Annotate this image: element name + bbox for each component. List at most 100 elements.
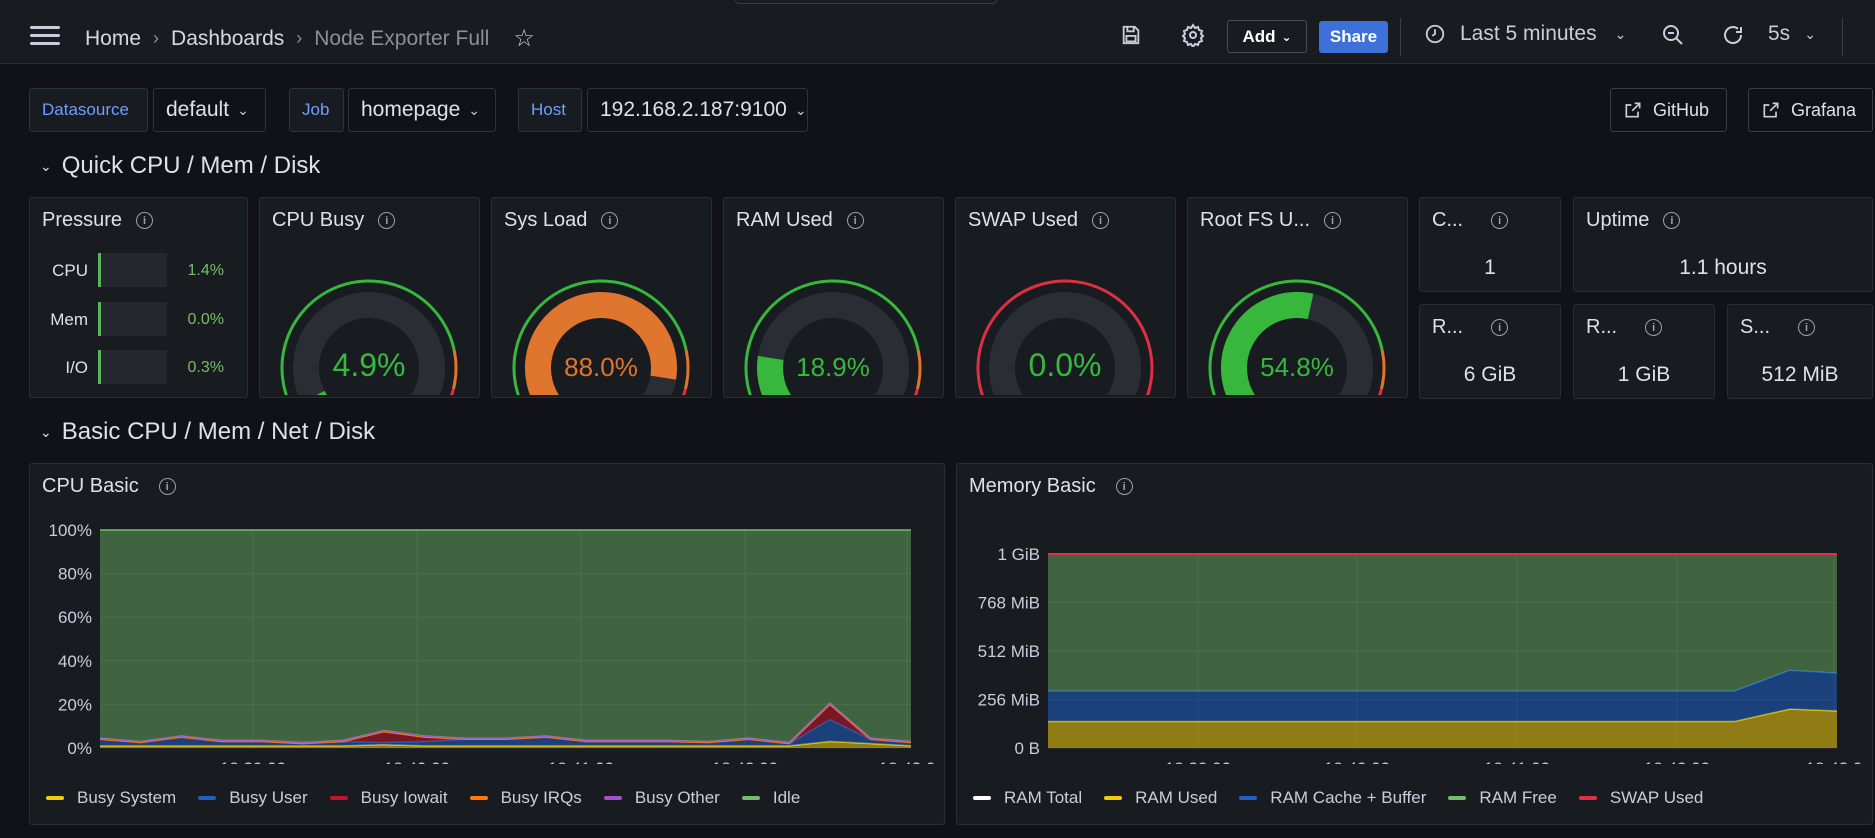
row-title-label: Quick CPU / Mem / Disk: [61, 152, 321, 179]
legend-label: Busy IRQs: [500, 788, 582, 807]
info-icon[interactable]: i: [1798, 319, 1816, 336]
external-link-icon: [1625, 102, 1641, 118]
legend-item[interactable]: Busy Other: [603, 788, 720, 808]
panel-title-label: R...: [1586, 316, 1618, 338]
chevron-down-icon: ⌄: [468, 101, 480, 118]
root-fs-used-panel: Root FS U... i 54.8%: [1187, 197, 1408, 398]
legend-item[interactable]: SWAP Used: [1578, 788, 1703, 808]
datasource-variable-label: Datasource: [29, 88, 148, 132]
datasource-value: default: [166, 98, 230, 121]
info-icon[interactable]: i: [158, 478, 176, 495]
info-icon[interactable]: i: [1663, 212, 1681, 229]
chevron-down-icon: ⌄: [237, 101, 249, 118]
panel-title-label: R...: [1432, 316, 1464, 338]
search-bar-edge[interactable]: [735, 0, 997, 4]
info-icon[interactable]: i: [846, 212, 864, 229]
host-select[interactable]: 192.168.2.187:9100 ⌄: [587, 88, 808, 132]
github-link-label: GitHub: [1653, 99, 1710, 120]
external-link-icon: [1763, 102, 1779, 118]
cpu-basic-chart[interactable]: 100% 80% 60% 40% 20% 0% 18:39:00 18:40:00 18:41:…: [30, 464, 944, 764]
chevron-down-icon: ⌄: [40, 423, 52, 440]
info-icon[interactable]: i: [601, 212, 619, 229]
legend-item[interactable]: RAM Total: [973, 788, 1082, 808]
pressure-bar: [98, 350, 167, 384]
x-tick-label: 18:39:00: [220, 759, 286, 764]
gauge-threshold-arc: [451, 349, 458, 390]
legend-item[interactable]: RAM Used: [1104, 788, 1217, 808]
job-select[interactable]: homepage ⌄: [348, 88, 496, 132]
star-icon[interactable]: ☆: [513, 25, 535, 52]
add-button-label: Add: [1242, 26, 1276, 46]
info-icon[interactable]: i: [1491, 319, 1509, 336]
panel-title-label: Uptime: [1586, 209, 1650, 231]
panel-title: R... i: [1586, 316, 1663, 339]
row-basic-cpu-mem-net-disk[interactable]: ⌄ Basic CPU / Mem / Net / Disk: [40, 418, 375, 446]
cpu-cores-panel: C... i 1: [1419, 197, 1561, 292]
uptime-panel: Uptime i 1.1 hours: [1573, 197, 1873, 292]
gauge-value: 4.9%: [333, 347, 406, 383]
chevron-right-icon: ›: [296, 28, 303, 48]
add-button[interactable]: Add ⌄: [1227, 20, 1307, 53]
menu-icon[interactable]: [30, 26, 60, 46]
save-icon[interactable]: [1118, 22, 1144, 48]
zoom-out-icon[interactable]: [1660, 22, 1686, 48]
ram-total-panel: R... i 1 GiB: [1573, 304, 1715, 399]
legend-label: Idle: [772, 788, 801, 807]
legend-label: Busy Iowait: [360, 788, 448, 807]
settings-gear-icon[interactable]: [1180, 22, 1206, 48]
legend-item[interactable]: Busy User: [198, 788, 308, 808]
legend-item[interactable]: Busy System: [46, 788, 176, 808]
time-range-picker[interactable]: Last 5 minutes ⌄: [1424, 22, 1626, 46]
panel-title: Root FS U... i: [1200, 209, 1342, 232]
series-area: [1048, 554, 1837, 692]
refresh-interval-picker[interactable]: 5s ⌄: [1768, 22, 1816, 46]
info-icon[interactable]: i: [1491, 212, 1509, 229]
host-variable-label: Host: [518, 88, 582, 132]
datasource-select[interactable]: default ⌄: [153, 88, 266, 132]
info-icon[interactable]: i: [378, 212, 396, 229]
divider: [1400, 18, 1401, 56]
info-icon[interactable]: i: [1115, 478, 1133, 495]
legend-item[interactable]: Idle: [741, 788, 801, 808]
refresh-icon[interactable]: [1720, 22, 1746, 48]
chevron-down-icon: ⌄: [794, 101, 807, 118]
y-tick-label: 100%: [49, 521, 92, 540]
panel-title-label: Pressure: [42, 209, 123, 231]
row-quick-cpu-mem-disk[interactable]: ⌄ Quick CPU / Mem / Disk: [40, 152, 320, 180]
stat-value: 1: [1484, 256, 1496, 279]
github-link[interactable]: GitHub: [1610, 88, 1727, 132]
legend-item[interactable]: Busy Iowait: [329, 788, 448, 808]
legend-item[interactable]: RAM Free: [1448, 788, 1557, 808]
gauge-value-arc: [757, 355, 791, 395]
gauge-threshold-arc: [914, 388, 919, 395]
breadcrumb-home[interactable]: Home: [85, 26, 142, 50]
panel-title-label: S...: [1740, 316, 1771, 338]
memory-basic-chart[interactable]: 1 GiB 768 MiB 512 MiB 256 MiB 0 B 18:39:00 18:…: [957, 464, 1872, 764]
panel-title: Pressure i: [42, 209, 154, 232]
grafana-link[interactable]: Grafana: [1748, 88, 1873, 132]
x-tick-label: 18:39:00: [1165, 759, 1231, 764]
series-area: [1048, 709, 1837, 748]
panel-title: SWAP Used i: [968, 209, 1110, 232]
info-icon[interactable]: i: [1092, 212, 1110, 229]
swap-total-panel: S... i 512 MiB: [1727, 304, 1873, 399]
legend-item[interactable]: Busy IRQs: [469, 788, 582, 808]
host-value: 192.168.2.187:9100: [600, 98, 787, 121]
panel-title: C... i: [1432, 209, 1509, 232]
legend-swatch: [603, 796, 622, 800]
info-icon[interactable]: i: [1324, 212, 1342, 229]
legend-label: RAM Free: [1479, 788, 1557, 807]
clock-icon: [1425, 24, 1445, 44]
info-icon[interactable]: i: [136, 212, 154, 229]
breadcrumb-dashboards[interactable]: Dashboards: [171, 26, 285, 50]
legend-item[interactable]: RAM Cache + Buffer: [1239, 788, 1426, 808]
series-area: [100, 704, 911, 744]
stat-value: 1.1 hours: [1679, 256, 1767, 279]
gauge-threshold-arc: [1208, 279, 1384, 395]
info-icon[interactable]: i: [1645, 319, 1663, 336]
legend-swatch: [1578, 796, 1597, 800]
gauge-value-arc: [1221, 292, 1314, 395]
chevron-right-icon: ›: [153, 28, 160, 48]
pressure-bar: [98, 302, 167, 336]
share-button[interactable]: Share: [1319, 21, 1388, 53]
